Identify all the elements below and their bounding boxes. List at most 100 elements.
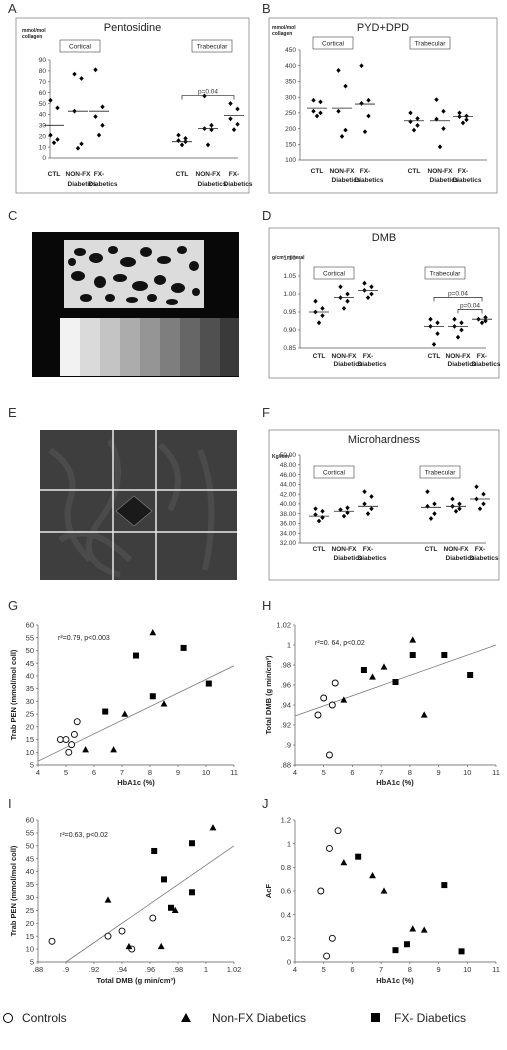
unit-label: Kg/mm² (272, 454, 291, 460)
group-box-label: Trabecular (415, 41, 447, 48)
group-box (409, 36, 451, 50)
y-tick-label: 40.00 (280, 501, 297, 508)
data-point-non-fx-diabetics (149, 629, 157, 636)
data-point (464, 117, 469, 123)
significance-label: p=0.04 (198, 89, 218, 96)
fit-statistic: r²=0.79, p<0.003 (58, 635, 110, 642)
y-axis-label: Trab PEN (mmol/mol coll) (9, 845, 18, 936)
data-point (209, 122, 214, 128)
data-point (366, 113, 371, 119)
data-point (93, 114, 98, 120)
group-box-label: Cortical (323, 271, 346, 278)
data-point (365, 295, 371, 300)
y-tick-label: 55 (26, 829, 34, 838)
data-point (362, 129, 368, 135)
x-tick-label: 9 (436, 768, 440, 777)
data-point (176, 132, 181, 138)
data-point (359, 101, 364, 106)
panel-letter-b: B (262, 1, 271, 16)
data-point-non-fx-diabetics (420, 711, 428, 718)
category-label: CTL (48, 171, 61, 178)
y-tick-label: 0.2 (281, 934, 291, 943)
y-tick-label: 50.00 (280, 452, 297, 459)
category-label: CTL (311, 168, 324, 175)
x-tick-label: 8 (408, 965, 412, 974)
chart-frame (268, 17, 498, 194)
data-point-controls (73, 718, 81, 726)
data-point (320, 306, 325, 311)
data-point (320, 508, 325, 514)
y-tick-label: 60 (26, 621, 34, 630)
category-label: CTL (425, 546, 438, 553)
data-point-controls (326, 751, 333, 759)
data-point (338, 284, 343, 290)
data-point-controls (48, 937, 56, 945)
data-point (474, 484, 479, 490)
data-point (75, 145, 81, 151)
data-point (434, 97, 439, 103)
y-tick-label: 38.00 (280, 511, 297, 518)
data-point (457, 506, 462, 512)
data-point (362, 501, 367, 507)
category-label: NON-FX (428, 168, 454, 175)
group-box-label: Trabecular (425, 470, 457, 477)
category-label: FX- (94, 171, 104, 178)
y-tick-label: 70 (39, 79, 47, 86)
x-tick-label: 4 (36, 768, 40, 777)
y-tick-label: 45 (26, 854, 34, 863)
data-point (408, 110, 413, 116)
y-tick-label: 32.00 (280, 540, 297, 547)
x-tick-label: 6 (350, 768, 354, 777)
y-tick-label: 0.85 (283, 345, 296, 352)
x-tick-label: 5 (322, 768, 326, 777)
group-box (313, 266, 355, 280)
y-axis-label: AcF (264, 883, 273, 898)
data-point (408, 119, 413, 125)
data-point-fx-diabetics (161, 876, 167, 883)
data-point (369, 291, 374, 297)
category-label: FX- (363, 546, 373, 553)
y-tick-label: 46.00 (280, 472, 297, 479)
y-tick-label: 0.8 (281, 863, 291, 872)
data-point (369, 506, 374, 512)
x-axis-label: Total DMB (g min/cm³) (96, 976, 176, 985)
data-point-non-fx-diabetics (380, 887, 388, 894)
category-label: CTL (176, 171, 189, 178)
data-point (459, 327, 464, 333)
y-tick-label: 200 (285, 126, 296, 133)
x-tick-label: 10 (202, 768, 210, 777)
y-axis-label: Trab PEN (mmol/mol coll) (9, 649, 18, 740)
panel-letter-i: I (8, 796, 12, 811)
y-tick-label: 50 (39, 101, 47, 108)
y-tick-label: 50 (26, 841, 34, 850)
data-point (459, 320, 464, 326)
group-box-label: Cortical (323, 470, 346, 477)
chart-panel-j: 4 5 6 7 8 9 10 11 0 0.2 0.4 0.6 0.8 1 1.2 HbA1c (%) AcF (264, 816, 500, 985)
group-box (312, 36, 354, 50)
category-sublabel: Diabetics (470, 555, 499, 562)
y-tick-label: 90 (39, 57, 47, 64)
panel-letter-d: D (262, 208, 271, 223)
data-point-non-fx-diabetics (160, 700, 168, 707)
legend-non-fx-marker (181, 1013, 191, 1022)
data-point (483, 318, 488, 324)
legend-non-fx-label: Non-FX Diabetics (212, 1011, 306, 1025)
data-point (435, 320, 440, 326)
data-point (343, 83, 348, 89)
y-tick-label: 60 (39, 90, 47, 97)
y-tick-label: 45 (26, 659, 34, 668)
x-tick-label: 7 (379, 768, 383, 777)
data-point (457, 110, 462, 116)
data-point (314, 113, 320, 119)
data-point-non-fx-diabetics (125, 942, 133, 950)
x-tick-label: .88 (33, 965, 43, 974)
data-point (345, 291, 350, 297)
data-point (311, 97, 316, 103)
category-label: NON-FX (332, 546, 358, 553)
category-sublabel: Diabetics (358, 555, 387, 562)
y-tick-label: 5 (30, 761, 34, 770)
data-point (51, 140, 57, 146)
group-box-label: Trabecular (197, 44, 229, 51)
data-point (339, 134, 345, 139)
